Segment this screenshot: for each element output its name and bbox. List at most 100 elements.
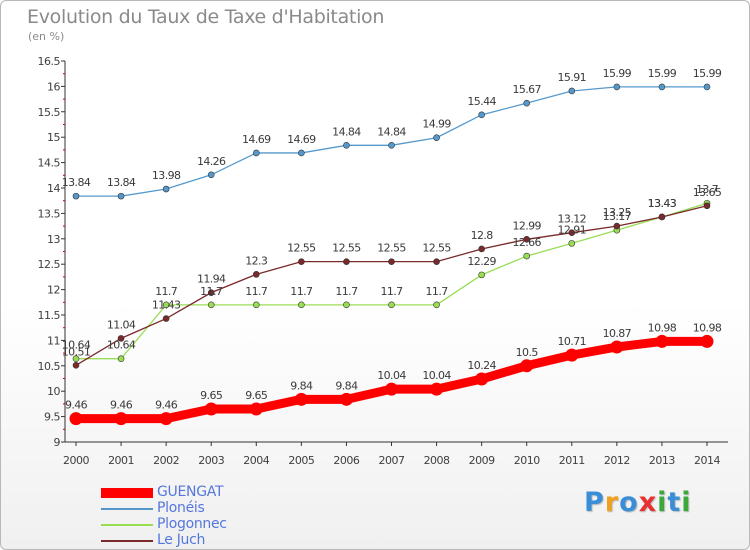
data-point-plogonnec — [343, 301, 350, 309]
data-point-le-juch — [162, 315, 170, 322]
data-point-le-juch — [388, 258, 395, 265]
legend-label-plogonnec: Plogonnec — [157, 516, 227, 532]
data-label-guengat: 9.46 — [155, 399, 178, 412]
y-tick-label: 9 — [54, 436, 61, 449]
data-point-plogonnec — [523, 252, 531, 260]
data-point-le-juch — [252, 271, 260, 278]
x-tick-label: 2000 — [63, 454, 89, 467]
legend-label-guengat: GUENGAT — [157, 484, 224, 500]
data-label-ploneis: 15.99 — [648, 67, 677, 80]
data-label-le-juch: 12.55 — [377, 242, 406, 255]
data-point-le-juch — [117, 335, 125, 342]
legend-label-ploneis: Plonéis — [157, 500, 205, 516]
logo-letter: i — [657, 487, 668, 518]
logo-letter: x — [638, 487, 658, 518]
data-point-le-juch — [658, 213, 666, 221]
data-label-le-juch: 12.55 — [422, 242, 451, 255]
data-label-plogonnec: 11.7 — [200, 285, 223, 298]
x-tick-label: 2004 — [243, 454, 269, 467]
data-label-plogonnec: 11.7 — [335, 285, 358, 298]
x-tick-label: 2001 — [108, 454, 134, 467]
data-point-guengat — [249, 402, 263, 416]
data-point-plogonnec — [478, 271, 485, 279]
data-point-ploneis — [207, 171, 215, 179]
y-tick-label: 12 — [47, 284, 60, 297]
data-point-plogonnec — [298, 301, 305, 309]
data-point-guengat — [339, 392, 353, 406]
data-point-ploneis — [658, 83, 666, 91]
data-label-guengat: 10.71 — [558, 335, 587, 348]
data-point-ploneis — [252, 149, 260, 157]
data-label-plogonnec: 11.7 — [155, 285, 178, 298]
x-tick-label: 2008 — [424, 454, 450, 467]
data-point-ploneis — [478, 111, 485, 119]
legend-swatch-ploneis — [101, 508, 153, 510]
data-label-plogonnec: 12.29 — [467, 255, 496, 268]
data-point-guengat — [69, 412, 83, 426]
data-label-plogonnec: 12.91 — [558, 223, 587, 236]
data-label-ploneis: 15.99 — [603, 67, 632, 80]
data-label-ploneis: 15.99 — [693, 67, 722, 80]
data-point-ploneis — [703, 83, 711, 91]
data-label-le-juch: 12.55 — [332, 242, 361, 255]
data-label-le-juch: 13.25 — [603, 206, 632, 219]
data-label-ploneis: 14.69 — [242, 133, 271, 146]
y-tick-label: 15.5 — [38, 106, 61, 119]
data-point-guengat — [204, 402, 218, 416]
data-label-ploneis: 14.84 — [377, 125, 406, 138]
data-label-guengat: 10.04 — [422, 369, 451, 382]
data-label-guengat: 10.04 — [377, 369, 406, 382]
data-label-plogonnec: 10.64 — [62, 339, 91, 352]
proxiti-logo: Proxiti — [584, 487, 692, 518]
x-tick-label: 2012 — [604, 454, 630, 467]
data-point-guengat — [159, 412, 173, 426]
data-label-le-juch: 12.99 — [512, 219, 541, 232]
logo-letter: P — [584, 487, 605, 518]
data-label-plogonnec: 13.43 — [648, 197, 677, 210]
data-label-ploneis: 13.84 — [62, 176, 91, 189]
legend-swatch-le-juch — [101, 540, 153, 542]
data-label-ploneis: 14.69 — [287, 133, 316, 146]
x-tick-label: 2002 — [153, 454, 179, 467]
series-lines — [69, 83, 714, 426]
x-tick-label: 2014 — [694, 454, 720, 467]
data-label-plogonnec: 11.7 — [290, 285, 313, 298]
data-label-plogonnec: 11.7 — [380, 285, 403, 298]
data-point-guengat — [700, 334, 714, 348]
data-label-ploneis: 15.44 — [467, 95, 496, 108]
data-label-le-juch: 11.94 — [197, 273, 226, 286]
y-tick-label: 12.5 — [38, 258, 61, 271]
data-point-plogonnec — [117, 355, 125, 362]
data-label-ploneis: 13.84 — [107, 176, 136, 189]
data-label-le-juch: 11.04 — [107, 318, 136, 331]
data-label-le-juch: 12.55 — [287, 242, 316, 255]
data-point-plogonnec — [162, 301, 170, 309]
data-label-le-juch: 13.43 — [648, 197, 677, 210]
legend-swatch-plogonnec — [101, 524, 153, 526]
data-point-le-juch — [207, 289, 215, 296]
data-point-le-juch — [703, 202, 711, 210]
y-tick-label: 15 — [47, 131, 60, 144]
data-point-ploneis — [388, 142, 395, 149]
data-point-guengat — [655, 334, 669, 348]
x-tick-label: 2011 — [559, 454, 585, 467]
y-tick-label: 11 — [47, 334, 60, 347]
data-label-guengat: 9.65 — [200, 389, 223, 402]
data-label-guengat: 9.84 — [290, 379, 313, 392]
data-label-ploneis: 15.91 — [558, 71, 587, 84]
data-point-guengat — [114, 412, 128, 426]
legend-label-le-juch: Le Juch — [157, 532, 206, 548]
data-label-ploneis: 14.99 — [422, 118, 451, 131]
y-tick-label: 14 — [47, 182, 60, 195]
data-label-ploneis: 14.26 — [197, 155, 226, 168]
data-point-plogonnec — [433, 301, 440, 309]
logo-letter: i — [681, 487, 692, 518]
x-tick-label: 2013 — [649, 454, 675, 467]
data-label-guengat: 10.5 — [516, 346, 539, 359]
y-tick-label: 13.5 — [38, 207, 61, 220]
data-label-le-juch: 12.8 — [471, 229, 494, 242]
y-tick-label: 13 — [47, 233, 60, 246]
data-label-le-juch: 13.65 — [693, 186, 722, 199]
data-point-le-juch — [433, 258, 440, 265]
